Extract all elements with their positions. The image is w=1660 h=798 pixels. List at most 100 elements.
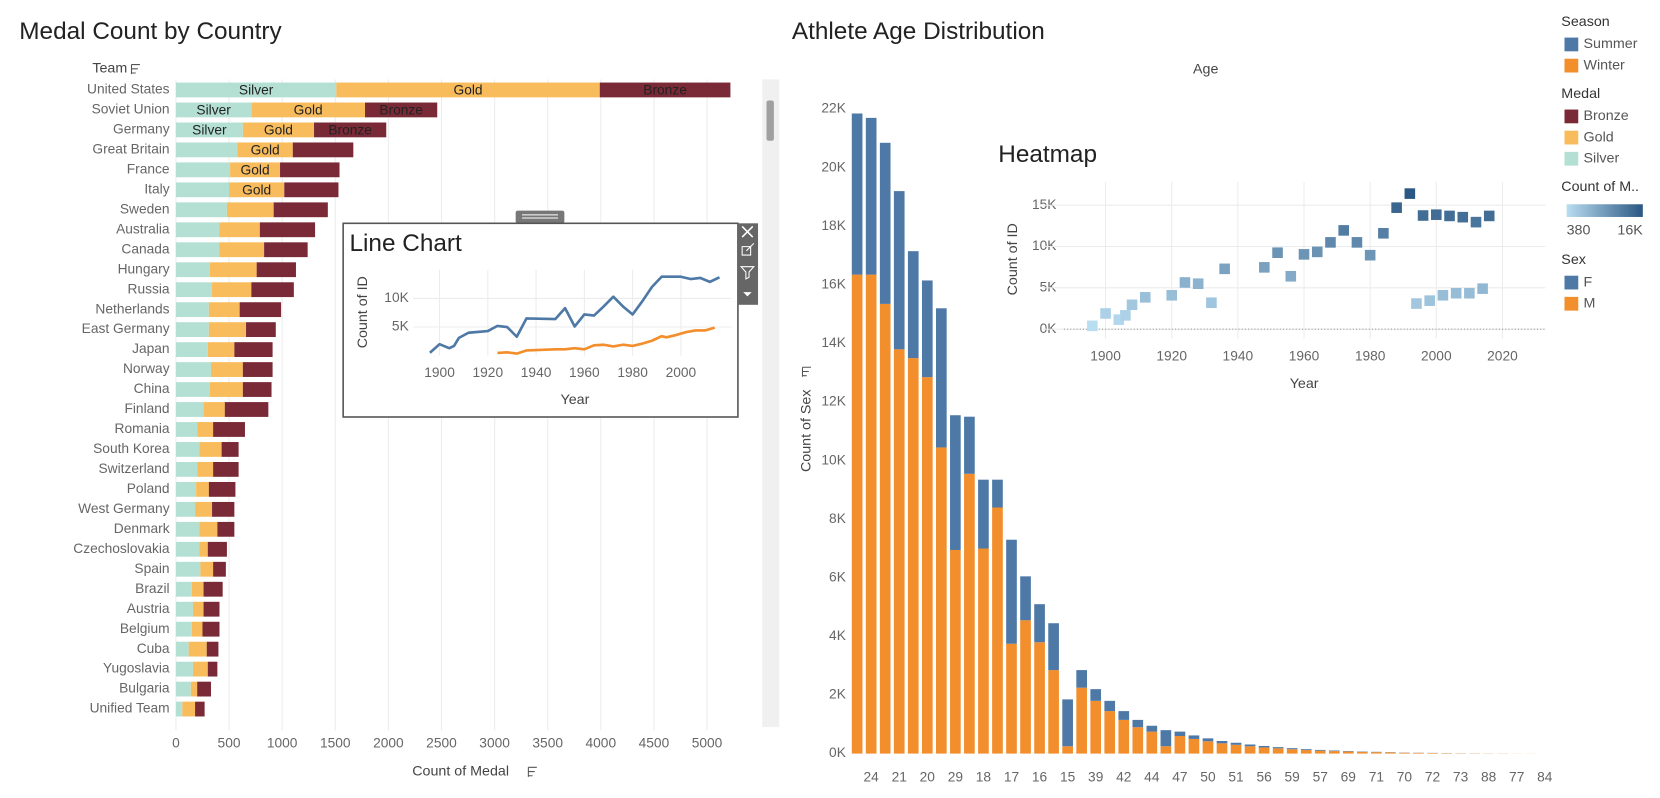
bar-segment [1020,576,1031,621]
bar-segment [1006,539,1017,644]
y-tick-label: 6K [829,569,847,584]
bar-segment [1160,746,1172,754]
bar-segment [1076,670,1087,688]
bar-segment [251,282,294,298]
y-tick-label: 15K [1032,197,1057,212]
filter-icon[interactable] [739,266,755,280]
y-axis-title: Count of Sex [798,390,814,472]
bar-segment [865,117,877,275]
segment-label: Gold [251,143,280,158]
bar-segment [213,561,226,577]
panel-background [987,135,1554,403]
bar-segment [175,621,192,637]
x-tick-label: 29 [948,770,963,785]
chart-title: Athlete Age Distribution [792,18,1045,45]
scroll-track[interactable] [762,79,780,728]
legend-swatch [1564,58,1579,73]
bar-segment [237,142,293,158]
x-axis-title: Year [561,392,590,408]
bar-segment [1286,749,1298,754]
legend-title: Count of M.. [1561,179,1639,195]
category-label: Switzerland [99,461,170,476]
category-label: Bulgaria [119,681,170,696]
chart-title: Medal Count by Country [19,18,282,45]
legend-item: F [1584,274,1593,290]
menu-icon[interactable] [743,292,752,297]
legend-item: Gold [1584,129,1614,145]
x-tick-label: 39 [1088,770,1103,785]
bar-segment [175,322,209,338]
bar-segment [1034,604,1045,643]
x-axis-title: Age [1193,62,1218,78]
x-tick-label: 47 [1172,770,1187,785]
bar-segment [175,142,238,158]
category-label: Czechoslovakia [73,541,170,556]
drag-handle[interactable] [515,210,565,224]
bar-segment [992,507,1003,754]
bar-segment [284,182,339,198]
x-tick-label: 1980 [1355,348,1386,363]
close-icon[interactable] [741,225,754,238]
bar-segment [1357,751,1368,754]
heat-cell [1483,210,1495,222]
bar-segment [365,102,438,118]
x-tick-label: 4000 [586,736,617,751]
x-tick-label: 50 [1200,770,1216,785]
bar-segment [242,362,273,377]
segment-label: Silver [239,83,274,98]
x-tick-label: 1500 [320,736,351,751]
bar-segment [224,402,269,417]
bar-segment [1034,642,1045,754]
bar-segment [207,541,227,557]
bar-segment [314,122,387,138]
x-tick-label: 70 [1397,770,1413,785]
x-tick-label: 1900 [1090,348,1121,363]
bar-segment [893,349,905,754]
bar-segment [1202,738,1214,742]
bar-segment [336,82,600,98]
heat-cell [1364,249,1376,261]
bar-segment [175,382,210,397]
bar-segment [221,442,239,457]
bar-segment [175,462,198,477]
x-tick-label: 2020 [1487,348,1518,363]
bar-segment [210,362,243,377]
legend-swatch [1564,37,1579,52]
x-tick-label: 21 [892,770,907,785]
bar-segment [192,661,208,677]
bar-segment [207,661,218,677]
segment-label: Silver [196,103,231,118]
legend-item: Bronze [1584,108,1629,124]
bar-segment [175,222,220,238]
heat-cell [1259,262,1270,273]
bar-segment [964,416,975,474]
bar-segment [175,481,197,497]
x-tick-label: 2500 [426,736,457,751]
bar-segment [246,322,276,338]
bar-segment [213,422,245,437]
x-tick-label: 77 [1509,770,1524,785]
heat-cell [1087,320,1098,332]
scroll-thumb[interactable] [766,100,774,141]
y-tick-label: 0K [1040,321,1058,336]
heat-cell [1444,210,1455,222]
bar-segment [239,302,282,318]
bar-segment [992,479,1003,508]
bar-segment [175,242,220,258]
bar-segment [190,681,198,697]
bar-segment [1328,751,1340,754]
bar-segment [1104,700,1116,712]
x-tick-label: 1960 [1289,348,1320,363]
bar-segment [196,481,209,497]
y-tick-label: 12K [821,394,846,409]
bar-segment [175,362,211,377]
x-tick-label: 1920 [473,365,504,380]
legend-swatch [1564,109,1579,124]
heat-cell [1100,308,1111,319]
y-tick-label: 20K [821,159,846,174]
open-icon[interactable] [741,243,755,256]
bar-segment [195,701,205,717]
x-tick-label: 5000 [692,736,723,751]
scrollbar[interactable] [762,79,780,728]
legend-title: Season [1561,14,1609,30]
